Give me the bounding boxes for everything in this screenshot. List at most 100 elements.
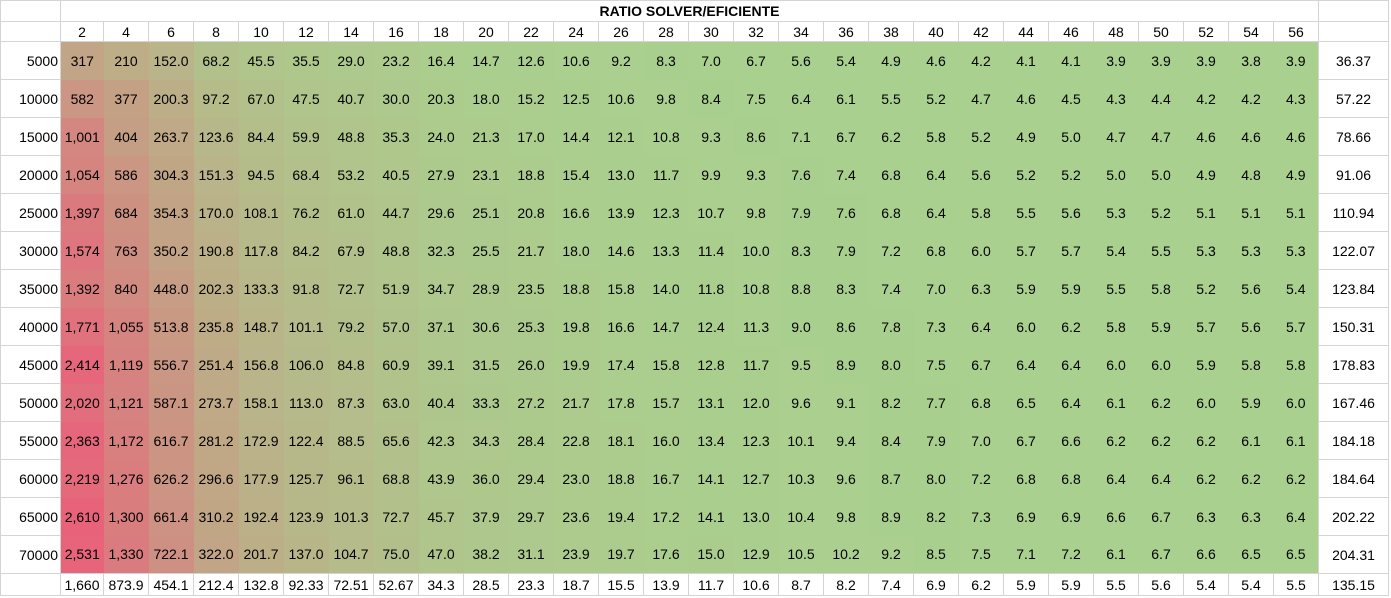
row-header[interactable]: 40000 [0, 307, 61, 346]
row-header[interactable]: 50000 [0, 383, 61, 422]
column-header[interactable]: 8 [193, 21, 239, 42]
column-header[interactable]: 10 [238, 21, 284, 42]
data-cell[interactable]: 108.1 [238, 193, 284, 232]
data-cell[interactable]: 5.6 [778, 41, 824, 80]
data-cell[interactable]: 6.9 [1003, 497, 1049, 536]
data-cell[interactable]: 7.2 [958, 459, 1004, 498]
data-cell[interactable]: 31.1 [508, 535, 554, 574]
data-cell[interactable]: 6.2 [1183, 421, 1229, 460]
column-header[interactable]: 52 [1183, 21, 1229, 42]
data-cell[interactable]: 18.0 [463, 79, 509, 118]
data-cell[interactable]: 177.9 [238, 459, 284, 498]
data-cell[interactable]: 6.0 [1093, 345, 1139, 384]
data-cell[interactable]: 45.7 [418, 497, 464, 536]
data-cell[interactable]: 9.2 [868, 535, 914, 574]
data-cell[interactable]: 4.2 [1183, 79, 1229, 118]
row-total-cell[interactable]: 202.22 [1318, 497, 1389, 536]
data-cell[interactable]: 1,055 [103, 307, 149, 346]
data-cell[interactable]: 14.1 [688, 497, 734, 536]
data-cell[interactable]: 152.0 [148, 41, 194, 80]
data-cell[interactable]: 35.5 [283, 41, 329, 80]
data-cell[interactable]: 72.7 [328, 269, 374, 308]
data-cell[interactable]: 7.6 [823, 193, 869, 232]
data-cell[interactable]: 513.8 [148, 307, 194, 346]
data-cell[interactable]: 5.1 [1228, 193, 1274, 232]
data-cell[interactable]: 586 [103, 155, 149, 194]
data-cell[interactable]: 2,610 [60, 497, 104, 536]
data-cell[interactable]: 6.7 [958, 345, 1004, 384]
data-cell[interactable]: 7.2 [1048, 535, 1094, 574]
data-cell[interactable]: 6.8 [913, 231, 959, 270]
data-cell[interactable]: 12.1 [598, 117, 644, 156]
data-cell[interactable]: 28.4 [508, 421, 554, 460]
data-cell[interactable]: 15.0 [688, 535, 734, 574]
data-cell[interactable]: 6.1 [823, 79, 869, 118]
footer-cell[interactable]: 873.9 [103, 573, 149, 596]
data-cell[interactable]: 6.8 [1003, 459, 1049, 498]
data-cell[interactable]: 7.9 [823, 231, 869, 270]
data-cell[interactable]: 10.6 [598, 79, 644, 118]
data-cell[interactable]: 7.4 [868, 269, 914, 308]
data-cell[interactable]: 28.9 [463, 269, 509, 308]
data-cell[interactable]: 354.3 [148, 193, 194, 232]
data-cell[interactable]: 6.2 [1273, 459, 1319, 498]
data-cell[interactable]: 4.1 [1048, 41, 1094, 80]
row-total-cell[interactable]: 78.66 [1318, 117, 1389, 156]
data-cell[interactable]: 6.2 [1048, 307, 1094, 346]
data-cell[interactable]: 3.9 [1273, 41, 1319, 80]
data-cell[interactable]: 5.8 [1228, 345, 1274, 384]
data-cell[interactable]: 4.6 [913, 41, 959, 80]
row-total-cell[interactable]: 57.22 [1318, 79, 1389, 118]
data-cell[interactable]: 7.0 [913, 269, 959, 308]
data-cell[interactable]: 263.7 [148, 117, 194, 156]
data-cell[interactable]: 6.7 [1138, 497, 1184, 536]
data-cell[interactable]: 9.8 [823, 497, 869, 536]
data-cell[interactable]: 18.1 [598, 421, 644, 460]
data-cell[interactable]: 38.2 [463, 535, 509, 574]
data-cell[interactable]: 7.0 [958, 421, 1004, 460]
data-cell[interactable]: 53.2 [328, 155, 374, 194]
column-header[interactable]: 22 [508, 21, 554, 42]
column-header[interactable]: 56 [1273, 21, 1319, 42]
column-header[interactable]: 54 [1228, 21, 1274, 42]
data-cell[interactable]: 21.7 [553, 383, 599, 422]
footer-cell[interactable]: 11.7 [688, 573, 734, 596]
data-cell[interactable]: 40.7 [328, 79, 374, 118]
data-cell[interactable]: 12.3 [733, 421, 779, 460]
row-header[interactable]: 45000 [0, 345, 61, 384]
data-cell[interactable]: 12.5 [553, 79, 599, 118]
data-cell[interactable]: 16.6 [553, 193, 599, 232]
column-header[interactable]: 16 [373, 21, 419, 42]
data-cell[interactable]: 1,001 [60, 117, 104, 156]
data-cell[interactable]: 6.2 [1183, 459, 1229, 498]
row-header[interactable]: 10000 [0, 79, 61, 118]
data-cell[interactable]: 1,172 [103, 421, 149, 460]
data-cell[interactable]: 68.4 [283, 155, 329, 194]
data-cell[interactable]: 75.0 [373, 535, 419, 574]
data-cell[interactable]: 1,276 [103, 459, 149, 498]
data-cell[interactable]: 11.3 [733, 307, 779, 346]
data-cell[interactable]: 12.3 [643, 193, 689, 232]
data-cell[interactable]: 5.6 [1228, 307, 1274, 346]
data-cell[interactable]: 5.0 [1138, 155, 1184, 194]
data-cell[interactable]: 67.9 [328, 231, 374, 270]
data-cell[interactable]: 84.2 [283, 231, 329, 270]
data-cell[interactable]: 51.9 [373, 269, 419, 308]
data-cell[interactable]: 6.6 [1093, 497, 1139, 536]
data-cell[interactable]: 8.3 [823, 269, 869, 308]
data-cell[interactable]: 5.7 [1183, 307, 1229, 346]
data-cell[interactable]: 1,330 [103, 535, 149, 574]
data-cell[interactable]: 11.8 [688, 269, 734, 308]
data-cell[interactable]: 556.7 [148, 345, 194, 384]
data-cell[interactable]: 96.1 [328, 459, 374, 498]
data-cell[interactable]: 4.8 [1228, 155, 1274, 194]
data-cell[interactable]: 6.2 [1138, 421, 1184, 460]
footer-cell[interactable]: 72.51 [328, 573, 374, 596]
data-cell[interactable]: 4.7 [958, 79, 1004, 118]
data-cell[interactable]: 21.3 [463, 117, 509, 156]
data-cell[interactable]: 6.4 [1003, 345, 1049, 384]
data-cell[interactable]: 117.8 [238, 231, 284, 270]
column-header[interactable]: 24 [553, 21, 599, 42]
footer-cell[interactable]: 6.2 [958, 573, 1004, 596]
data-cell[interactable]: 5.3 [1228, 231, 1274, 270]
